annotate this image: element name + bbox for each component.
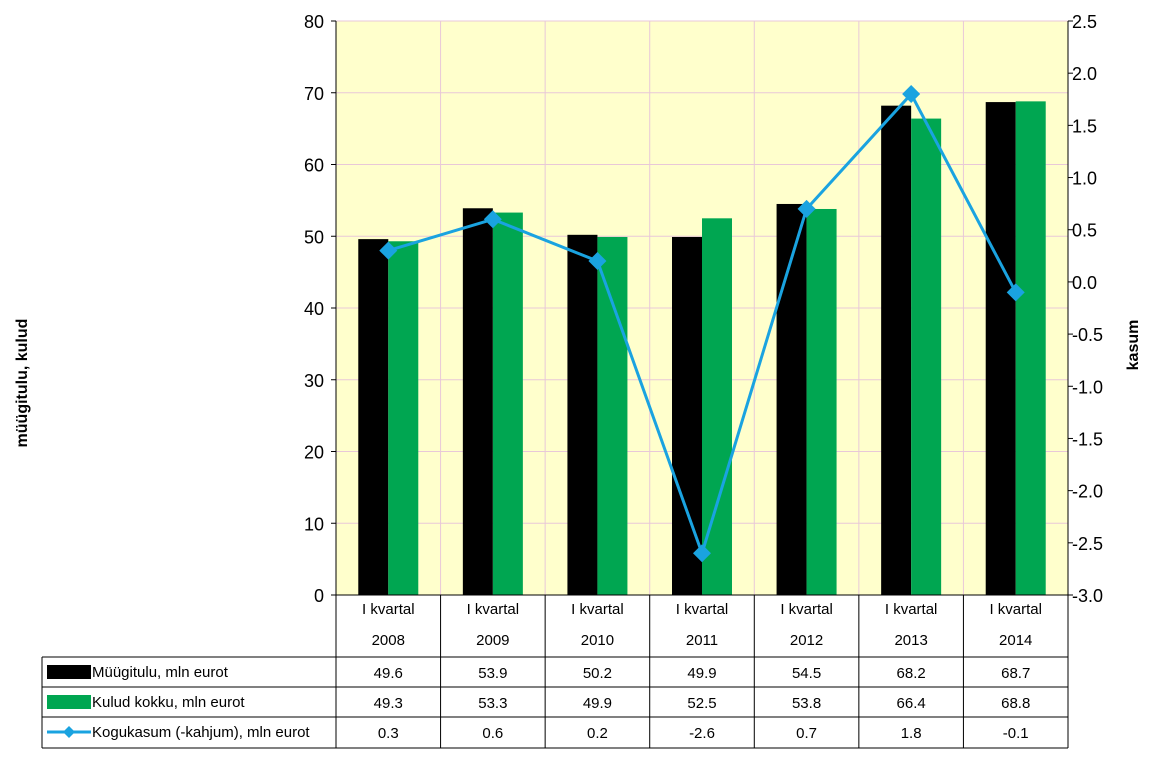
bar-myygitulu xyxy=(881,105,912,595)
legend-label: Kulud kokku, mln eurot xyxy=(92,694,245,711)
legend-key-marker xyxy=(63,726,75,738)
category-label-line1: I kvartal xyxy=(989,601,1042,618)
y2-tick-label: 0.0 xyxy=(1072,273,1097,293)
tick-labels: 0 10 20 30 40 50 60 70 80 -3.0 -2.5 -2.0 -1.5 -1.0 -0.… xyxy=(304,12,1103,606)
table-cell-value: 66.4 xyxy=(897,695,926,712)
table-cell-value: 54.5 xyxy=(792,665,821,682)
y2-tick-label: -2.5 xyxy=(1072,534,1103,554)
y2-axis-label: kasum xyxy=(1125,320,1142,371)
y2-tick-label: 2.5 xyxy=(1072,12,1097,32)
category-label-line2: 2012 xyxy=(790,632,823,649)
bar-myygitulu xyxy=(776,203,807,595)
marker-kogukasum xyxy=(693,544,711,563)
marker-kogukasum xyxy=(483,210,502,229)
bar-kulud xyxy=(1015,101,1046,596)
y2-tick-label: -1.0 xyxy=(1072,377,1103,397)
y-tick-label: 70 xyxy=(304,84,324,104)
table-cell-value: 49.6 xyxy=(374,665,403,682)
table-cell-value: 0.6 xyxy=(482,725,503,742)
category-label-line2: 2008 xyxy=(372,632,405,649)
table-cell-value: 49.9 xyxy=(687,665,716,682)
table-cell-value: -2.6 xyxy=(689,725,715,742)
category-label-line1: I kvartal xyxy=(467,601,520,618)
table-cell-value: 53.3 xyxy=(478,695,507,712)
category-label-line2: 2011 xyxy=(686,632,718,649)
bar-myygitulu xyxy=(462,208,493,595)
y-tick-label: 20 xyxy=(304,443,324,463)
category-label-line1: I kvartal xyxy=(362,601,415,618)
bar-myygitulu xyxy=(567,234,598,595)
marker-kogukasum xyxy=(902,85,921,104)
category-label-line1: I kvartal xyxy=(885,601,938,618)
category-label-line2: 2014 xyxy=(999,632,1032,649)
axes xyxy=(331,20,1073,596)
legend-label: Kogukasum (-kahjum), mln eurot xyxy=(92,724,310,741)
category-label-line2: 2009 xyxy=(476,632,509,649)
y2-tick-label: -1.5 xyxy=(1072,429,1103,449)
bar-kulud xyxy=(806,208,837,596)
legend-label: Müügitulu, mln eurot xyxy=(92,664,229,681)
y2-tick-label: 2.0 xyxy=(1072,64,1097,84)
table-cell-value: 1.8 xyxy=(901,725,922,742)
y-tick-label: 0 xyxy=(314,586,324,606)
table-cell-value: 0.3 xyxy=(378,725,399,742)
category-label-line2: 2010 xyxy=(581,632,614,649)
table-cell-value: 49.9 xyxy=(583,695,612,712)
category-label-line1: I kvartal xyxy=(571,601,624,618)
y-tick-label: 60 xyxy=(304,156,324,176)
y-axis-label: müügitulu, kulud xyxy=(14,319,31,448)
y2-tick-label: 1.0 xyxy=(1072,169,1097,189)
bar-kulud xyxy=(911,118,942,595)
marker-kogukasum xyxy=(1006,283,1025,302)
table-cell-value: 49.3 xyxy=(374,695,403,712)
y2-tick-label: -3.0 xyxy=(1072,586,1103,606)
y2-tick-label: 1.5 xyxy=(1072,116,1097,136)
bar-kulud xyxy=(388,241,419,595)
table-cell-value: 68.7 xyxy=(1001,665,1030,682)
marker-kogukasum xyxy=(588,252,607,271)
y-tick-label: 80 xyxy=(304,12,324,32)
marker-kogukasum xyxy=(797,199,816,218)
y-tick-label: 10 xyxy=(304,514,324,534)
y2-tick-label: -0.5 xyxy=(1072,325,1103,345)
table-cell-value: 0.2 xyxy=(587,725,608,742)
y-tick-label: 30 xyxy=(304,371,324,391)
y-tick-label: 40 xyxy=(304,299,324,319)
bar-myygitulu xyxy=(985,102,1016,595)
category-label-line1: I kvartal xyxy=(676,601,729,618)
category-label-line1: I kvartal xyxy=(780,601,833,618)
bar-kulud xyxy=(597,236,628,595)
table-cell-value: 52.5 xyxy=(687,695,716,712)
y2-tick-label: 0.5 xyxy=(1072,221,1097,241)
line-layer xyxy=(379,85,1025,563)
table-cell-value: 53.9 xyxy=(478,665,507,682)
y2-tick-label: -2.0 xyxy=(1072,482,1103,502)
table-cell-value: 50.2 xyxy=(583,665,612,682)
table-cell-value: 53.8 xyxy=(792,695,821,712)
bar-kulud xyxy=(492,212,523,595)
table-cell-value: 0.7 xyxy=(796,725,817,742)
marker-kogukasum xyxy=(379,241,398,260)
y-tick-label: 50 xyxy=(304,227,324,247)
data-table: I kvartal 2008 I kvartal 2009 I kvartal 2010 I… xyxy=(41,595,1069,749)
legend-key-myygitulu xyxy=(47,665,91,679)
table-cell-value: -0.1 xyxy=(1003,725,1029,742)
table-cell-value: 68.2 xyxy=(897,665,926,682)
bar-myygitulu xyxy=(358,239,389,595)
category-label-line2: 2013 xyxy=(894,632,927,649)
table-cell-value: 68.8 xyxy=(1001,695,1030,712)
legend-key-kulud xyxy=(47,695,91,709)
